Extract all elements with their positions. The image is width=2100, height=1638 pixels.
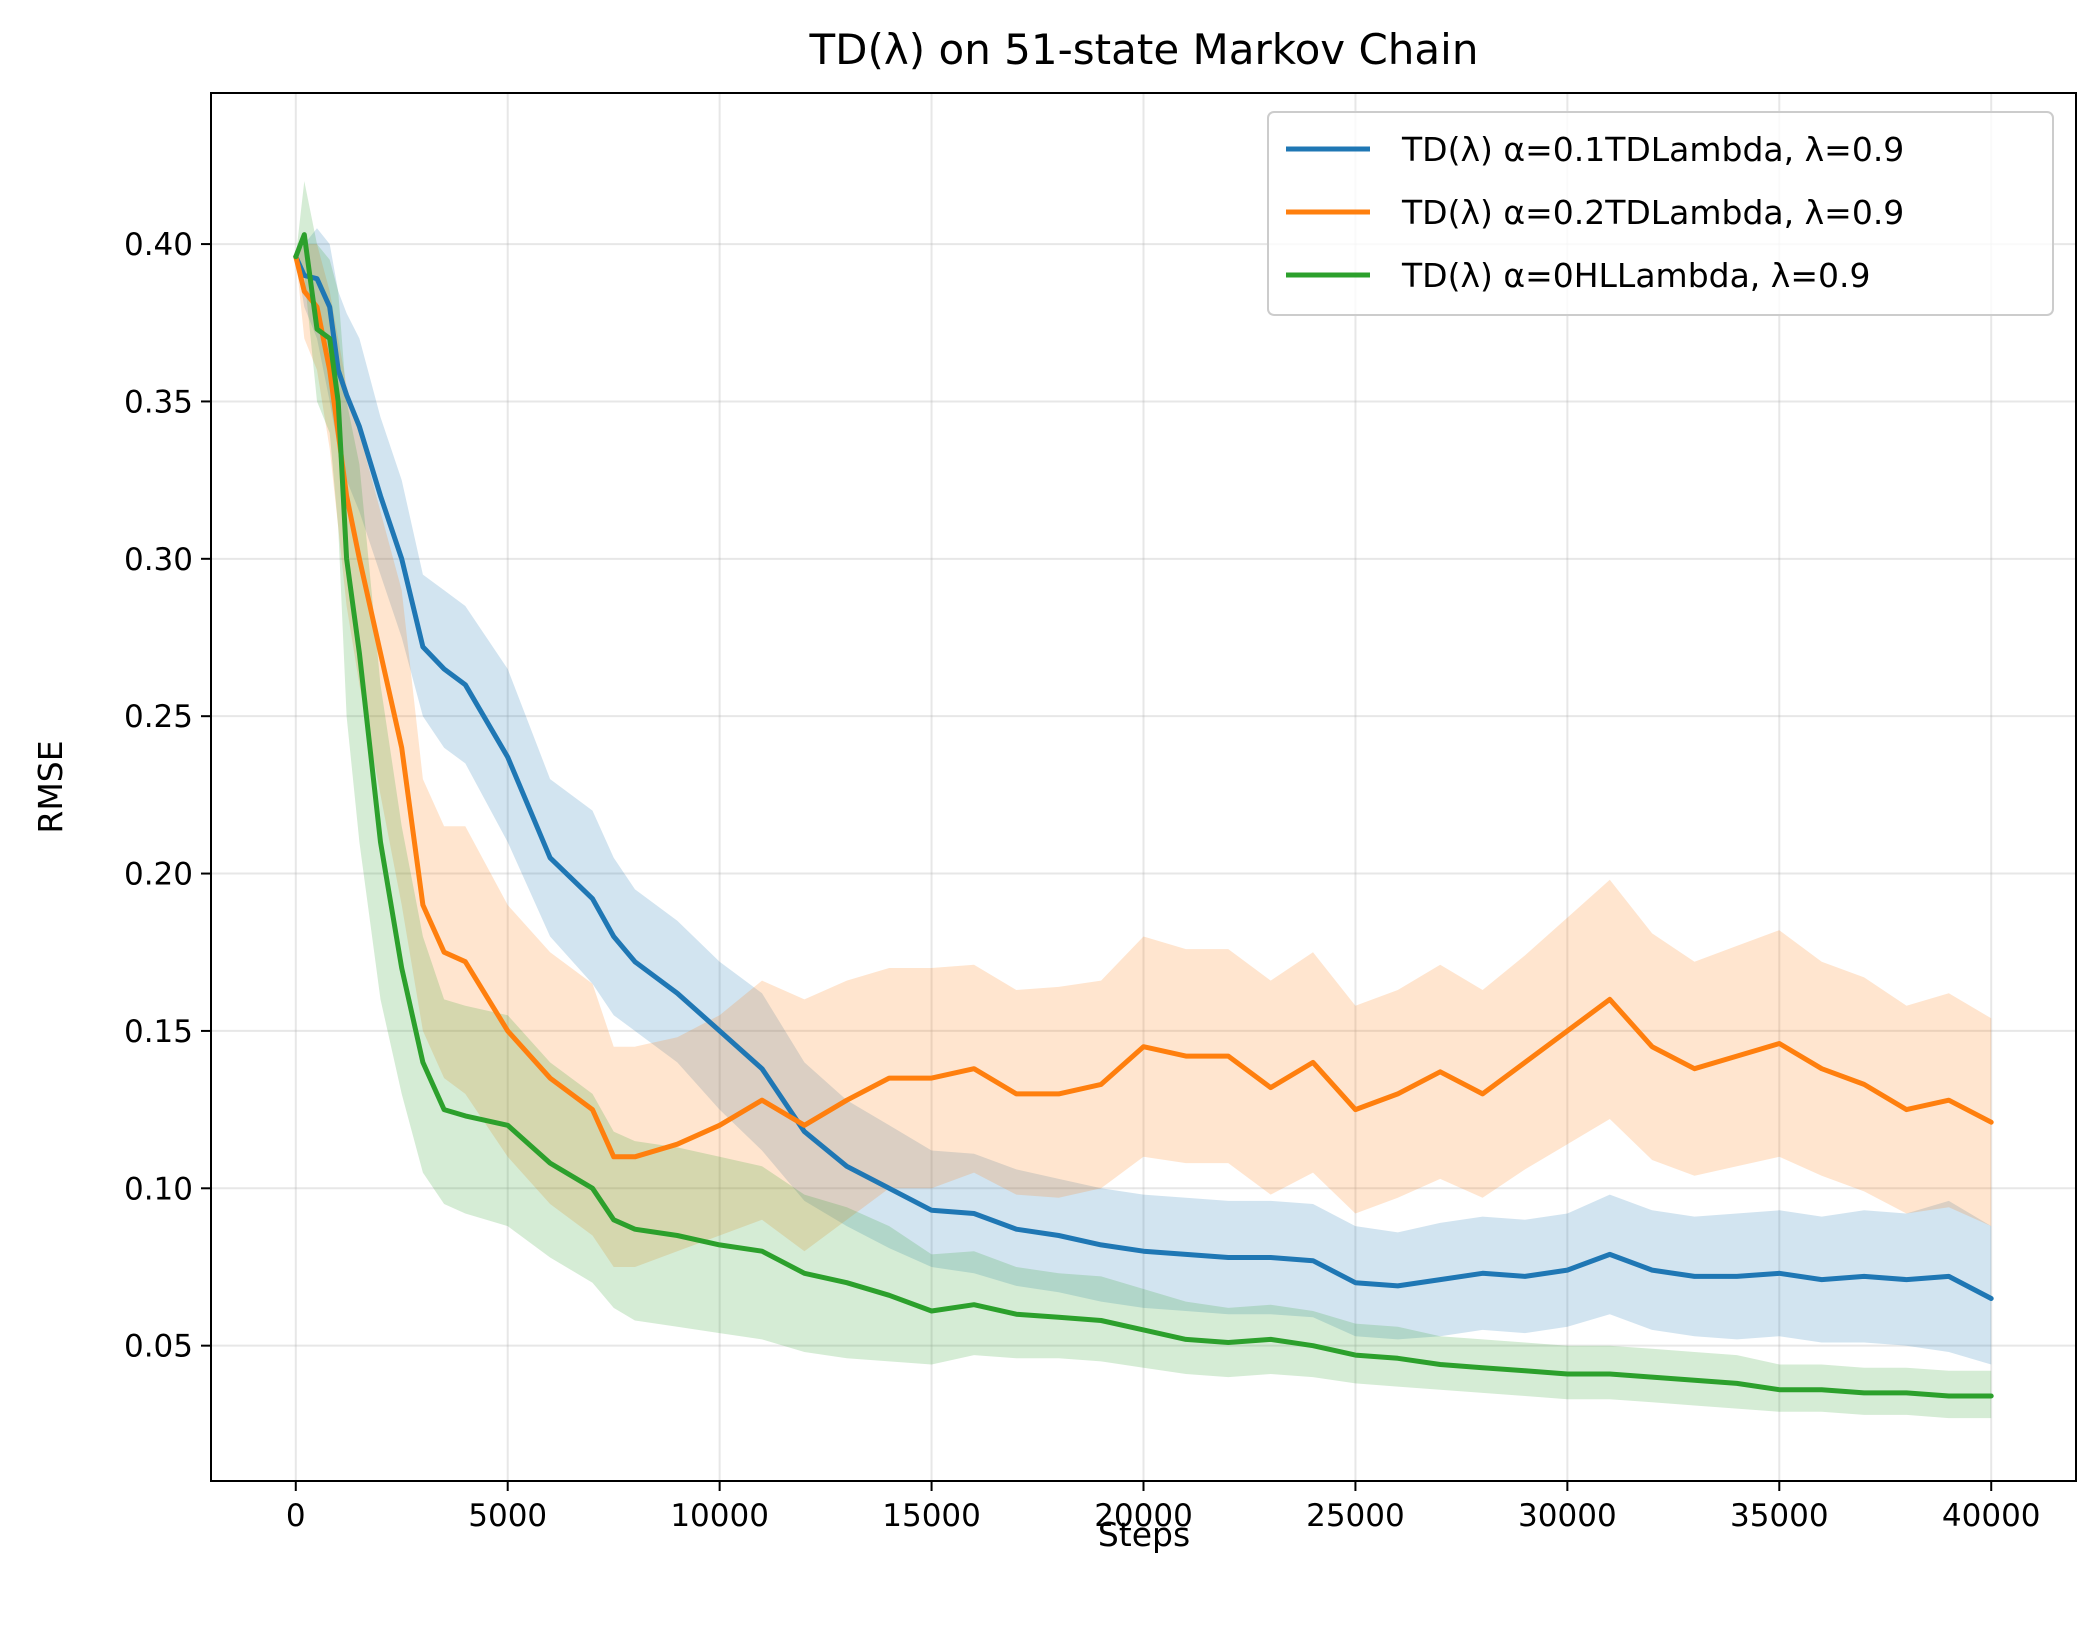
legend-label: TD(λ) α=0.2TDLambda, λ=0.9 [1401, 193, 1904, 232]
series-line-3 [293, 232, 1994, 1399]
y-axis-label: RMSE [31, 740, 70, 833]
x-tick-label: 15000 [882, 1498, 981, 1534]
y-tick-label: 0.05 [124, 1329, 193, 1365]
confidence-bands [295, 181, 1992, 1419]
confidence-band-2 [295, 244, 1992, 1268]
legend: TD(λ) α=0.1TDLambda, λ=0.9 TD(λ) α=0.2TDL… [1267, 111, 2054, 316]
grid-lines [211, 93, 2076, 1481]
y-tick-label: 0.40 [124, 227, 193, 263]
legend-label: TD(λ) α=0.1TDLambda, λ=0.9 [1401, 130, 1904, 169]
x-tick-label: 30000 [1518, 1498, 1617, 1534]
x-tick-label: 0 [286, 1498, 306, 1534]
x-axis-ticks: 0 5000 10000 15000 20000 25000 30000 35000 40000 [286, 1481, 2041, 1534]
y-axis-ticks: 0.05 0.10 0.15 0.20 0.25 0.30 0.35 0.40 [124, 227, 211, 1365]
y-tick-label: 0.10 [124, 1171, 193, 1207]
x-axis-label: Steps [1098, 1515, 1190, 1554]
x-tick-label: 20000 [1094, 1498, 1193, 1534]
x-tick-label: 25000 [1306, 1498, 1405, 1534]
legend-label: TD(λ) α=0HLLambda, λ=0.9 [1401, 256, 1870, 295]
confidence-band-1 [295, 228, 1992, 1365]
legend-box [1267, 111, 2054, 316]
x-tick-label: 40000 [1942, 1498, 2041, 1534]
chart-title: TD(λ) on 51-state Markov Chain [809, 25, 1479, 74]
y-tick-label: 0.35 [124, 384, 193, 420]
series-line-2 [293, 254, 1994, 1160]
y-tick-label: 0.20 [124, 857, 193, 893]
series-lines [293, 232, 1994, 1399]
x-tick-label: 5000 [468, 1498, 547, 1534]
y-tick-label: 0.25 [124, 699, 193, 735]
x-tick-label: 10000 [670, 1498, 769, 1534]
series-line-1 [293, 254, 1994, 1301]
y-tick-label: 0.15 [124, 1014, 193, 1050]
y-tick-label: 0.30 [124, 542, 193, 578]
x-tick-label: 35000 [1730, 1498, 1829, 1534]
